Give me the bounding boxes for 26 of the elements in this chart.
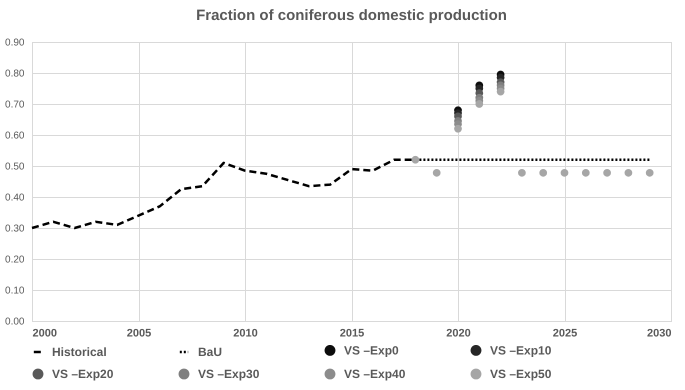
- x-tick-label: 2005: [126, 328, 152, 340]
- y-tick-label: 0.40: [5, 192, 25, 204]
- y-tick-label: 0.80: [5, 68, 25, 80]
- y-tick-label: 0.90: [5, 38, 25, 48]
- legend-label: VS –Exp20: [52, 367, 114, 381]
- legend-label: VS –Exp0: [344, 343, 400, 358]
- chart-title: Fraction of coniferous domestic production: [196, 7, 507, 24]
- legend-label: VS –Exp10: [490, 343, 552, 358]
- x-tick-label: 2025: [552, 328, 578, 340]
- x-tick-label: 2010: [233, 328, 258, 340]
- y-tick-label: 0.00: [5, 316, 25, 328]
- legend-label: VS –Exp50: [490, 367, 552, 381]
- legend-label: VS –Exp40: [344, 367, 406, 381]
- y-tick-label: 0.10: [5, 286, 25, 296]
- y-tick-label: 0.50: [5, 162, 25, 172]
- legend-label: VS –Exp30: [198, 367, 260, 381]
- legend-label: BaU: [198, 345, 222, 359]
- legend-label: Historical: [52, 345, 107, 359]
- x-tick-label: 2030: [647, 328, 672, 340]
- y-tick-label: 0.70: [5, 100, 25, 110]
- x-tick-label: 2000: [32, 328, 57, 340]
- y-tick-label: 0.60: [5, 130, 25, 142]
- y-tick-label: 0.20: [5, 254, 25, 266]
- x-tick-label: 2020: [446, 328, 471, 340]
- y-tick-label: 0.30: [5, 224, 25, 234]
- x-tick-label: 2015: [340, 328, 364, 340]
